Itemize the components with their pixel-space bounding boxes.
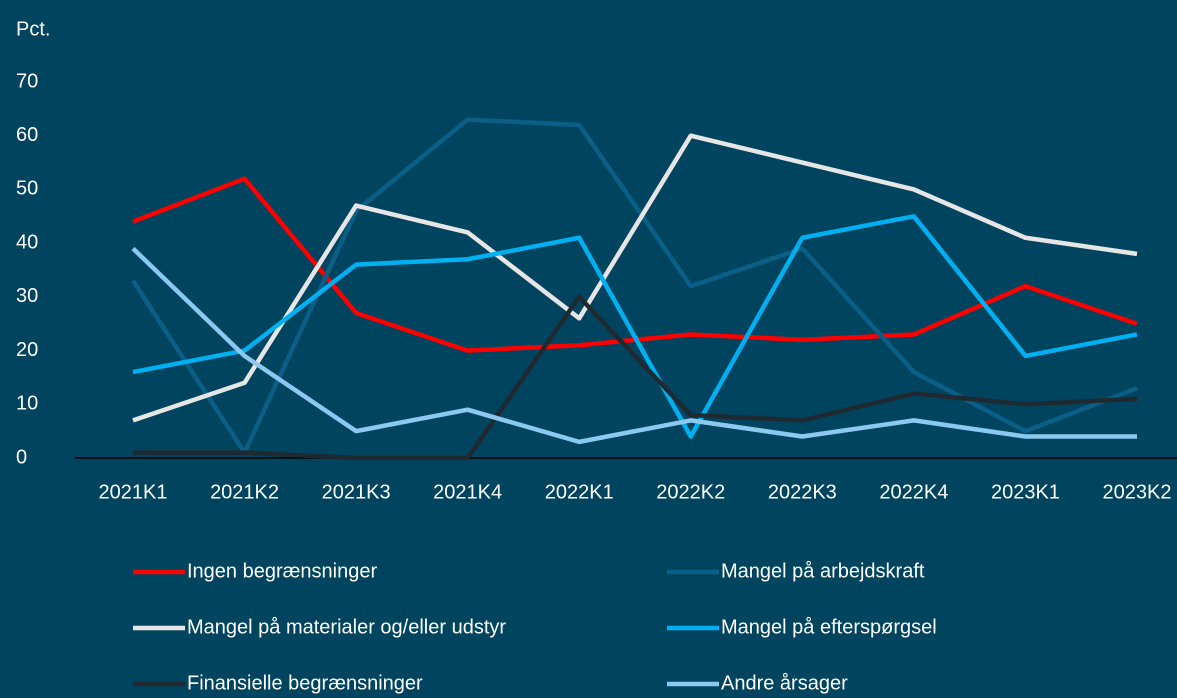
legend-label: Mangel på efterspørgsel xyxy=(721,616,937,638)
x-tick-label: 2021K3 xyxy=(322,481,391,503)
x-tick-label: 2021K4 xyxy=(433,481,502,503)
x-tick-label: 2021K1 xyxy=(99,481,168,503)
series-line xyxy=(133,294,1138,461)
x-tick-label: 2023K1 xyxy=(991,481,1060,503)
legend-label: Finansielle begrænsninger xyxy=(187,672,423,694)
y-tick-label: 70 xyxy=(16,70,38,92)
x-tick-label: 2022K1 xyxy=(545,481,614,503)
x-tick-label: 2022K4 xyxy=(879,481,948,503)
series-line xyxy=(132,133,1138,423)
legend-label: Andre årsager xyxy=(721,672,848,694)
y-tick-label: 30 xyxy=(16,285,38,307)
series-line xyxy=(131,246,1137,445)
y-tick-label: 10 xyxy=(16,393,38,415)
y-tick-label: 60 xyxy=(16,124,38,146)
x-tick-label: 2022K3 xyxy=(768,481,837,503)
series-line xyxy=(131,117,1138,455)
x-tick-label: 2022K2 xyxy=(656,481,725,503)
legend-label: Mangel på arbejdskraft xyxy=(721,560,925,582)
y-tick-label: 0 xyxy=(16,446,27,468)
y-tick-label: 40 xyxy=(16,231,38,253)
y-tick-label: 50 xyxy=(16,178,38,200)
x-tick-label: 2021K2 xyxy=(210,481,279,503)
x-tick-label: 2023K2 xyxy=(1103,481,1172,503)
legend-label: Ingen begrænsninger xyxy=(187,560,377,582)
y-tick-label: 20 xyxy=(16,339,38,361)
y-axis-label: Pct. xyxy=(16,18,50,40)
legend-label: Mangel på materialer og/eller udstyr xyxy=(187,616,506,638)
series-line xyxy=(132,214,1138,439)
